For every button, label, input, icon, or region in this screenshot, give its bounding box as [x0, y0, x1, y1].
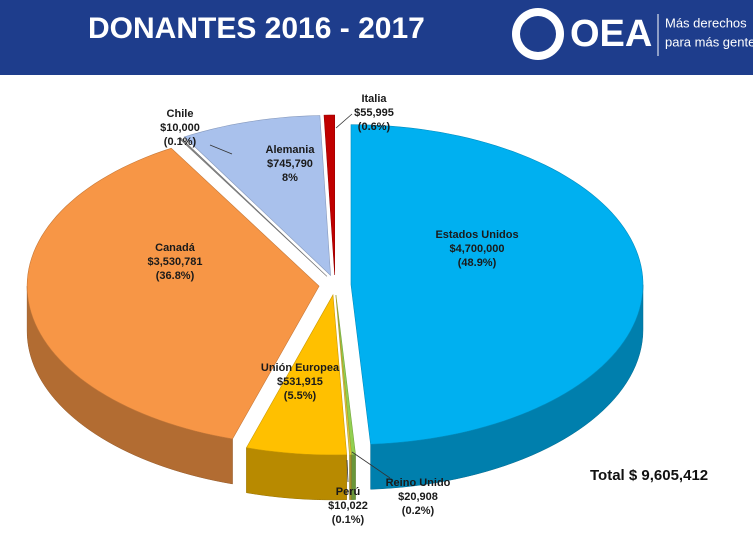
- slice: [183, 115, 331, 277]
- logo: OEA Más derechos para más gente: [512, 8, 753, 60]
- category-label: Alemania: [266, 144, 316, 156]
- header-bar: [0, 0, 753, 75]
- value-label: $55,995: [354, 107, 394, 119]
- slice: [335, 294, 352, 501]
- pie: Estados Unidos $4,700,000 (48.9%) Reino Uni…: [26, 93, 644, 526]
- slice-top: [178, 137, 328, 277]
- slice-top: [183, 115, 331, 277]
- slice-top: [350, 124, 644, 445]
- total-label: Total $ 9,605,412: [590, 467, 708, 484]
- value-label: $4,700,000: [449, 243, 504, 255]
- tagline: para más gente: [665, 34, 753, 49]
- value-label: $531,915: [277, 376, 323, 388]
- slice: [178, 137, 328, 277]
- value-label: $20,908: [398, 491, 438, 503]
- slice-top: [26, 147, 320, 440]
- leader-line: [351, 451, 391, 479]
- slice: [350, 124, 644, 490]
- percent-label: 8%: [282, 172, 298, 184]
- slice: [26, 147, 320, 485]
- slice: [335, 294, 356, 501]
- category-label: Chile: [167, 108, 194, 120]
- slice-top: [245, 293, 348, 456]
- category-label: Italia: [361, 93, 387, 105]
- leader-line: [335, 113, 353, 129]
- leader-lines: [209, 113, 391, 483]
- logo-emblem-inner: [520, 16, 556, 52]
- logo-text: OEA: [570, 13, 652, 55]
- slice: [323, 114, 336, 276]
- percent-label: (48.9%): [458, 257, 497, 269]
- value-label: $10,022: [328, 500, 368, 512]
- slice-top: [335, 294, 352, 456]
- category-label: Unión Europea: [261, 362, 340, 374]
- slice-top: [323, 114, 336, 276]
- percent-label: (36.8%): [156, 270, 195, 282]
- percent-label: (5.5%): [284, 390, 317, 402]
- chart-title: DONANTES 2016 - 2017: [88, 12, 425, 45]
- value-label: $10,000: [160, 122, 200, 134]
- category-label: Canadá: [155, 242, 196, 254]
- value-label: $745,790: [267, 158, 313, 170]
- category-label: Perú: [336, 486, 360, 498]
- tagline: Más derechos: [665, 15, 747, 30]
- percent-label: (0.2%): [402, 505, 435, 517]
- category-label: Estados Unidos: [435, 229, 518, 241]
- category-label: Reino Unido: [386, 477, 451, 489]
- slice-side: [246, 447, 347, 501]
- leader-line: [346, 459, 349, 483]
- percent-label: (0.1%): [332, 514, 365, 526]
- slice: [245, 293, 348, 501]
- percent-label: (0.6%): [358, 121, 391, 133]
- leader-line: [209, 144, 233, 155]
- value-label: $3,530,781: [147, 256, 202, 268]
- percent-label: (0.1%): [164, 136, 197, 148]
